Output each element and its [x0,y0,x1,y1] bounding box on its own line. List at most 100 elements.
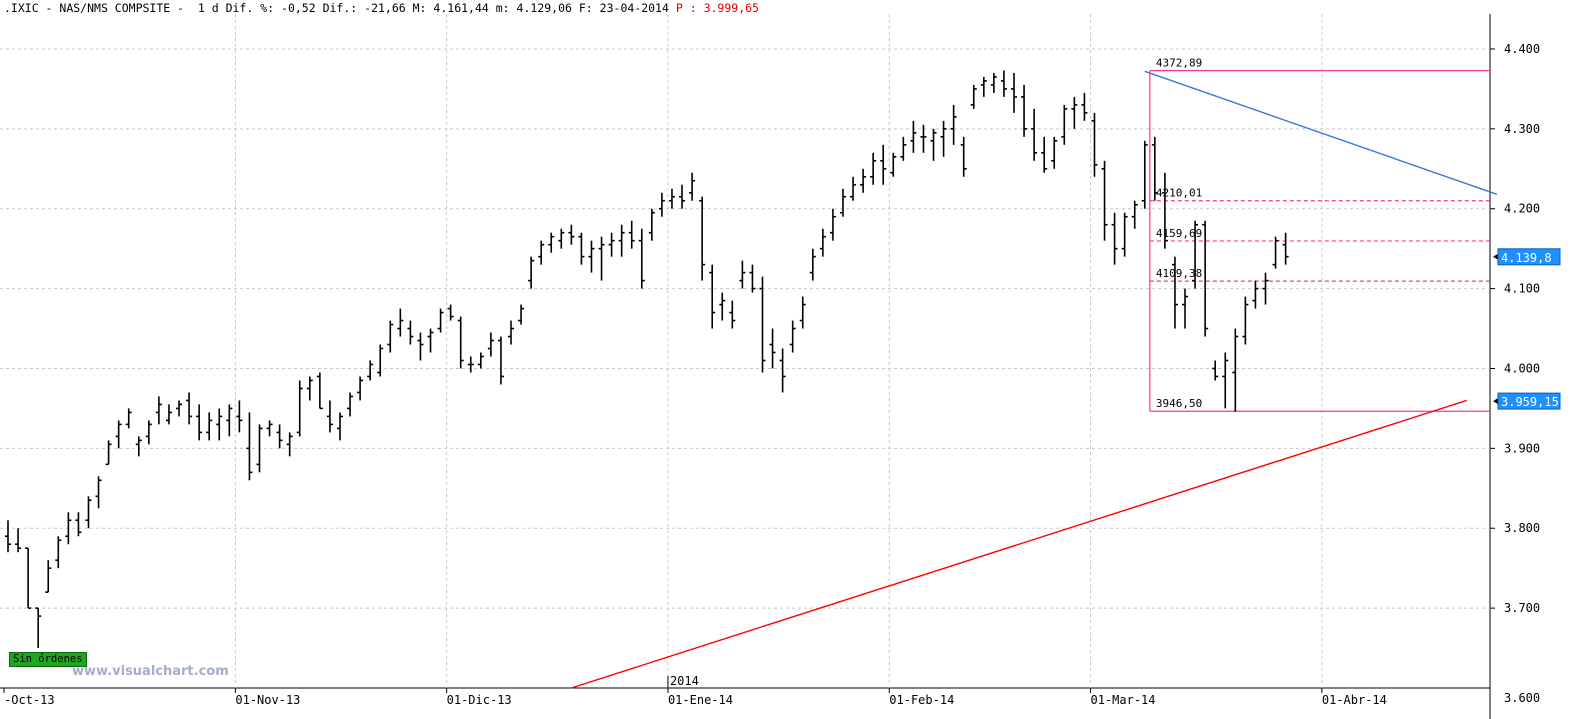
ohlc-bar [1101,160,1108,241]
ohlc-bar [1011,72,1017,113]
ohlc-bar [679,184,686,209]
ohlc-bar [809,248,816,281]
y-tick-label: 3.600 [1504,691,1540,705]
interval: 1 d [197,1,219,15]
ohlc-bar [347,392,354,417]
ohlc-bar [558,228,565,249]
max-label: M: [412,1,427,15]
x-tick-label: -Oct-13 [4,693,55,707]
dif-label: Dif.: [322,1,358,15]
ohlc-bar [437,308,444,333]
ohlc-bar [477,352,484,369]
ohlc-bar [1141,140,1148,209]
sin-ordenes-badge[interactable]: Sin órdenes [9,652,87,667]
fib-level-label: 4210,01 [1156,187,1202,200]
ohlc-bar [1111,212,1118,265]
y-tick-label: 3.700 [1504,601,1540,615]
min-label: m: [495,1,510,15]
ohlc-bar [55,536,62,569]
ohlc-bar [618,224,625,257]
ohlc-bar [1021,84,1028,137]
ohlc-bar [648,208,655,241]
ohlc-bar [638,228,645,289]
y-tick-label: 3.800 [1504,521,1540,535]
ohlc-bar [447,304,454,321]
ohlc-bar [1212,360,1219,381]
ohlc-bar [930,128,937,161]
ohlc-bar [417,332,424,361]
price-box-label: 3.959,15 [1501,395,1559,409]
ohlc-bar [125,408,132,429]
ohlc-bar [518,304,525,325]
ohlc-bar [357,376,364,401]
max-value: 4.161,44 [433,1,489,15]
ohlc-bar [397,308,404,337]
x-tick-label: 01-Dic-13 [447,693,512,707]
ohlc-bar [1000,70,1007,97]
ohlc-bar [1202,220,1209,337]
ohlc-bar [1031,108,1038,161]
ohlc-bar [216,408,223,441]
ohlc-bar [186,392,193,425]
min-value: 4.129,06 [516,1,572,15]
fib-level-label: 4159,69 [1156,227,1202,240]
ohlc-bar [508,320,514,345]
ohlc-bar [578,232,585,265]
y-tick-label: 4.200 [1504,202,1540,216]
ohlc-bar [829,208,836,241]
ohlc-bar [779,348,786,393]
ohlc-bar [870,152,877,185]
dif-pct-label: Dif. %: [225,1,275,15]
price-box-label: 4.139,8 [1501,251,1552,265]
dif-value: -21,66 [364,1,406,15]
chart-header: .IXIC - NAS/NMS COMPSITE - 1 d Dif. %: -… [4,1,759,15]
ohlc-bar [709,264,716,329]
ohlc-bar [75,512,82,537]
price-box [1497,248,1561,266]
ohlc-bar [165,404,172,425]
ohlc-bar [1081,92,1088,121]
ohlc-bar [789,320,796,353]
ohlc-bar [1222,352,1229,409]
ohlc-bar [1071,96,1078,129]
ohlc-bar [860,168,867,193]
ohlc-bar [990,72,997,93]
ohlc-bar [377,344,384,377]
ohlc-bar [568,224,575,245]
ohlc-bar [316,372,323,410]
ohlc-bar [1161,172,1168,249]
x-tick-label: 01-Abr-14 [1322,693,1387,707]
ohlc-bar [296,380,303,437]
instrument-name: NAS/NMS COMPSITE [59,1,171,15]
fib-level-label: 4109,38 [1156,267,1202,280]
ohlc-bar [1182,288,1189,329]
ohlc-bar [799,296,806,329]
ohlc-bar [719,292,726,321]
ohlc-bar [548,232,555,253]
symbol: .IXIC [4,1,39,15]
ohlc-bar [598,236,605,281]
ohlc-bar [940,120,947,157]
ohlc-bar [1262,272,1269,305]
ohlc-bar [920,124,927,153]
dif-pct-value: -0,52 [281,1,316,15]
y-tick-label: 4.100 [1504,282,1540,296]
ohlc-bar [95,476,102,509]
ohlc-bar [85,496,92,529]
ohlc-bar [1051,136,1058,169]
ohlc-bar [960,136,967,177]
y-tick-label: 4.400 [1504,42,1540,56]
ohlc-bar [668,188,675,209]
ohlc-bar [1131,200,1138,229]
ohlc-bar [135,436,142,457]
ohlc-bar [276,424,283,449]
ohlc-bar [35,607,42,649]
ohlc-bar [658,192,665,217]
ohlc-bar [769,328,776,369]
ohlc-bar [900,136,907,161]
fib-level-label: 3946,50 [1156,397,1202,410]
ohlc-bar [1121,212,1128,257]
ohlc-bar [850,176,857,201]
